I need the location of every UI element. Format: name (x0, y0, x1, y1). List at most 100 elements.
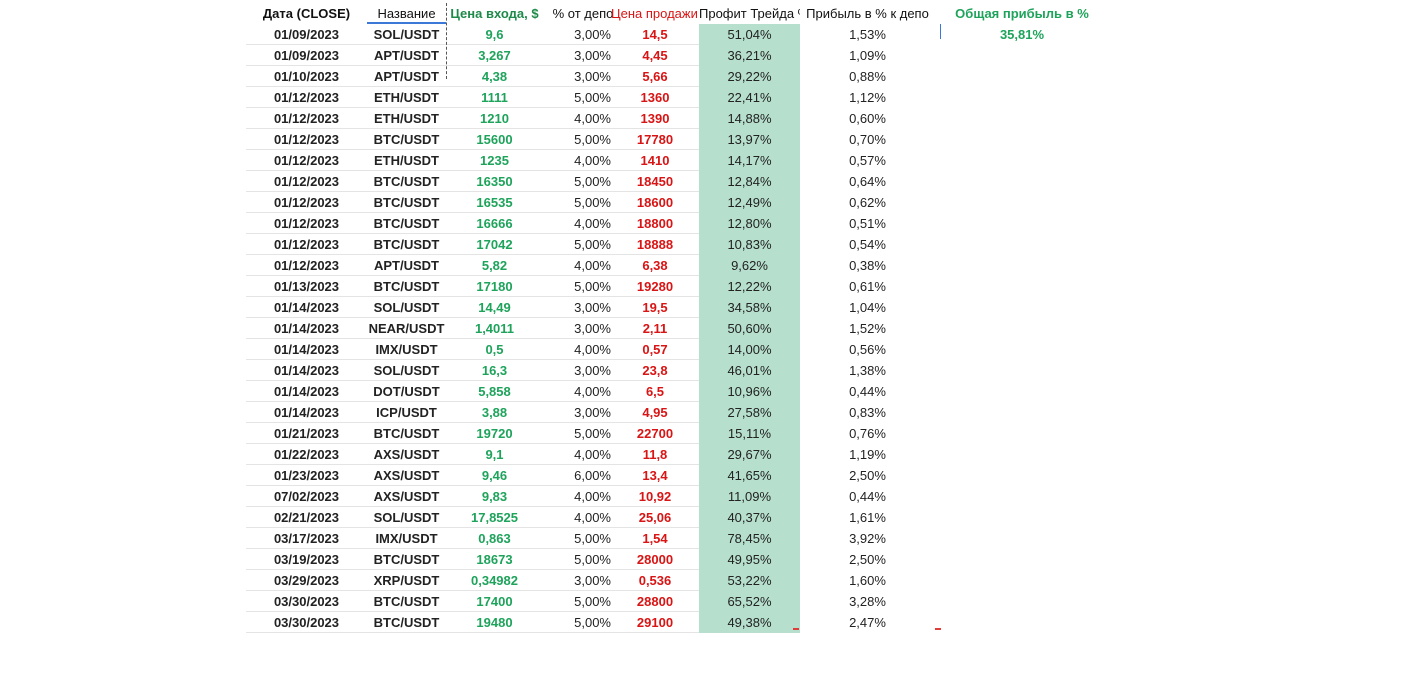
cell-entry-price[interactable]: 17180 (446, 276, 543, 297)
cell-date[interactable]: 01/14/2023 (246, 381, 367, 402)
cell-pct-of-depo[interactable]: 5,00% (543, 87, 623, 108)
cell-exit-price[interactable]: 11,8 (611, 444, 699, 465)
cell-profit-to-depo[interactable]: 0,62% (849, 195, 886, 210)
cell-entry-price[interactable]: 1235 (446, 150, 543, 171)
cell-pct-of-depo[interactable]: 5,00% (543, 612, 623, 633)
cell-trade-profit[interactable]: 53,22% (699, 570, 800, 591)
cell-date[interactable]: 01/12/2023 (246, 234, 367, 255)
cell-date[interactable]: 01/12/2023 (246, 171, 367, 192)
cell-name[interactable]: SOL/USDT (367, 507, 446, 528)
cell-profit-to-depo[interactable]: 0,83% (849, 405, 886, 420)
cell-profit-to-depo[interactable]: 1,09% (849, 48, 886, 63)
cell-exit-price[interactable]: 25,06 (611, 507, 699, 528)
cell-profit-to-depo[interactable]: 0,70% (849, 132, 886, 147)
header-profit-to-depo[interactable]: Прибыль в % к депо (806, 6, 929, 21)
cell-trade-profit[interactable]: 49,95% (699, 549, 800, 570)
cell-entry-price[interactable]: 9,83 (446, 486, 543, 507)
cell-date[interactable]: 01/23/2023 (246, 465, 367, 486)
cell-date[interactable]: 01/12/2023 (246, 150, 367, 171)
cell-date[interactable]: 02/21/2023 (246, 507, 367, 528)
cell-pct-of-depo[interactable]: 3,00% (543, 24, 623, 45)
cell-trade-profit[interactable]: 12,80% (699, 213, 800, 234)
cell-name[interactable]: BTC/USDT (367, 192, 446, 213)
cell-entry-price[interactable]: 18673 (446, 549, 543, 570)
cell-trade-profit[interactable]: 34,58% (699, 297, 800, 318)
cell-name[interactable]: APT/USDT (367, 255, 446, 276)
cell-name[interactable]: BTC/USDT (367, 612, 446, 633)
cell-pct-of-depo[interactable]: 5,00% (543, 591, 623, 612)
cell-trade-profit[interactable]: 40,37% (699, 507, 800, 528)
cell-profit-to-depo[interactable]: 0,60% (849, 111, 886, 126)
cell-profit-to-depo[interactable]: 0,88% (849, 69, 886, 84)
cell-entry-price[interactable]: 19480 (446, 612, 543, 633)
cell-pct-of-depo[interactable]: 5,00% (543, 234, 623, 255)
cell-exit-price[interactable]: 0,57 (611, 339, 699, 360)
cell-exit-price[interactable]: 6,38 (611, 255, 699, 276)
cell-trade-profit[interactable]: 11,09% (699, 486, 800, 507)
cell-profit-to-depo[interactable]: 1,12% (849, 90, 886, 105)
cell-name[interactable]: BTC/USDT (367, 276, 446, 297)
cell-entry-price[interactable]: 3,88 (446, 402, 543, 423)
total-profit-title[interactable]: Общая прибыль в % (955, 6, 1089, 21)
cell-pct-of-depo[interactable]: 5,00% (543, 528, 623, 549)
cell-trade-profit[interactable]: 22,41% (699, 87, 800, 108)
cell-pct-of-depo[interactable]: 4,00% (543, 213, 623, 234)
cell-entry-price[interactable]: 9,46 (446, 465, 543, 486)
cell-profit-to-depo[interactable]: 3,92% (849, 531, 886, 546)
cell-entry-price[interactable]: 16666 (446, 213, 543, 234)
cell-trade-profit[interactable]: 65,52% (699, 591, 800, 612)
cell-name[interactable]: BTC/USDT (367, 129, 446, 150)
cell-name[interactable]: AXS/USDT (367, 465, 446, 486)
header-date[interactable]: Дата (CLOSE) (262, 6, 351, 21)
cell-date[interactable]: 01/12/2023 (246, 192, 367, 213)
cell-profit-to-depo[interactable]: 1,04% (849, 300, 886, 315)
cell-entry-price[interactable]: 0,34982 (446, 570, 543, 591)
cell-name[interactable]: SOL/USDT (367, 360, 446, 381)
cell-pct-of-depo[interactable]: 3,00% (543, 318, 623, 339)
cell-entry-price[interactable]: 15600 (446, 129, 543, 150)
cell-profit-to-depo[interactable]: 0,44% (849, 384, 886, 399)
cell-trade-profit[interactable]: 10,83% (699, 234, 800, 255)
cell-trade-profit[interactable]: 41,65% (699, 465, 800, 486)
cell-pct-of-depo[interactable]: 3,00% (543, 402, 623, 423)
cell-profit-to-depo[interactable]: 0,44% (849, 489, 886, 504)
cell-name[interactable]: DOT/USDT (367, 381, 446, 402)
cell-profit-to-depo[interactable]: 2,47% (849, 615, 886, 630)
cell-pct-of-depo[interactable]: 5,00% (543, 171, 623, 192)
cell-profit-to-depo[interactable]: 1,53% (849, 27, 886, 42)
cell-trade-profit[interactable]: 50,60% (699, 318, 800, 339)
cell-date[interactable]: 07/02/2023 (246, 486, 367, 507)
cell-name[interactable]: BTC/USDT (367, 591, 446, 612)
cell-pct-of-depo[interactable]: 4,00% (543, 255, 623, 276)
cell-date[interactable]: 01/12/2023 (246, 108, 367, 129)
cell-exit-price[interactable]: 4,45 (611, 45, 699, 66)
cell-pct-of-depo[interactable]: 4,00% (543, 150, 623, 171)
cell-date[interactable]: 01/14/2023 (246, 318, 367, 339)
cell-entry-price[interactable]: 1,4011 (446, 318, 543, 339)
cell-exit-price[interactable]: 19,5 (611, 297, 699, 318)
cell-name[interactable]: AXS/USDT (367, 444, 446, 465)
cell-profit-to-depo[interactable]: 0,76% (849, 426, 886, 441)
cell-pct-of-depo[interactable]: 4,00% (543, 507, 623, 528)
cell-pct-of-depo[interactable]: 4,00% (543, 381, 623, 402)
cell-pct-of-depo[interactable]: 3,00% (543, 297, 623, 318)
cell-exit-price[interactable]: 17780 (611, 129, 699, 150)
cell-profit-to-depo[interactable]: 1,19% (849, 447, 886, 462)
cell-exit-price[interactable]: 0,536 (611, 570, 699, 591)
cell-entry-price[interactable]: 5,82 (446, 255, 543, 276)
cell-profit-to-depo[interactable]: 2,50% (849, 552, 886, 567)
cell-pct-of-depo[interactable]: 3,00% (543, 570, 623, 591)
cell-pct-of-depo[interactable]: 6,00% (543, 465, 623, 486)
cell-date[interactable]: 01/10/2023 (246, 66, 367, 87)
cell-name[interactable]: APT/USDT (367, 66, 446, 87)
cell-date[interactable]: 01/12/2023 (246, 87, 367, 108)
cell-trade-profit[interactable]: 10,96% (699, 381, 800, 402)
cell-date[interactable]: 01/14/2023 (246, 402, 367, 423)
cell-entry-price[interactable]: 9,1 (446, 444, 543, 465)
cell-name[interactable]: BTC/USDT (367, 234, 446, 255)
cell-date[interactable]: 01/14/2023 (246, 339, 367, 360)
cell-name[interactable]: ETH/USDT (367, 108, 446, 129)
cell-name[interactable]: XRP/USDT (367, 570, 446, 591)
cell-profit-to-depo[interactable]: 0,38% (849, 258, 886, 273)
cell-entry-price[interactable]: 1210 (446, 108, 543, 129)
